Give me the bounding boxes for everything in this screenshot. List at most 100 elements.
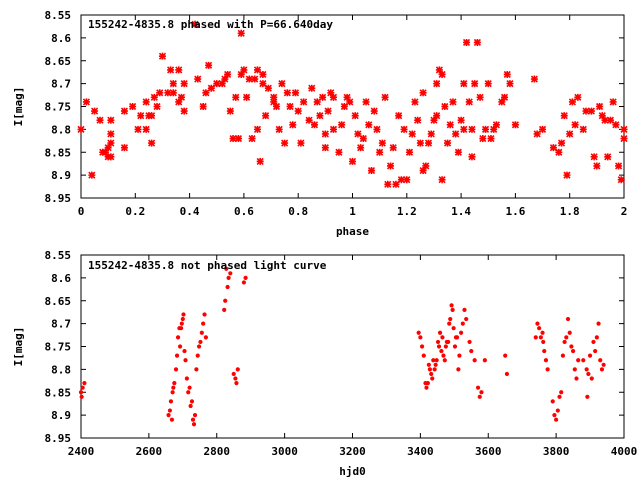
plot-frame [80, 14, 625, 199]
data-point [498, 98, 506, 106]
data-point [174, 353, 180, 358]
data-point [359, 134, 367, 143]
data-point [459, 330, 464, 335]
data-point [456, 367, 461, 372]
data-point [389, 144, 397, 152]
data-point [424, 139, 433, 147]
data-point [471, 80, 479, 88]
data-point [171, 385, 176, 390]
data-point [170, 390, 175, 395]
data-point [460, 80, 468, 88]
data-point [533, 335, 538, 340]
data-point [77, 125, 85, 133]
data-point [294, 107, 302, 115]
data-point [129, 102, 137, 111]
data-point [286, 102, 294, 111]
data-point [472, 358, 477, 363]
data-point [202, 89, 210, 97]
data-point [107, 139, 115, 147]
data-point [229, 134, 237, 143]
data-point [506, 80, 514, 88]
data-point [365, 121, 373, 129]
data-point [199, 102, 207, 111]
data-point [462, 307, 467, 313]
data-point [568, 98, 576, 106]
data-point [245, 75, 253, 83]
data-point [376, 148, 384, 156]
data-point [601, 116, 609, 124]
data-point [177, 93, 186, 101]
data-point [189, 399, 195, 404]
data-point [357, 144, 365, 152]
data-point [460, 125, 468, 133]
data-point [205, 61, 213, 69]
data-point [234, 134, 243, 143]
data-point [373, 125, 381, 133]
data-point [253, 125, 262, 133]
data-point [598, 112, 606, 120]
data-point [228, 271, 233, 276]
data-point [405, 148, 414, 156]
data-point [308, 84, 316, 92]
y-tick-label: 8.95 [45, 192, 72, 205]
data-point [156, 89, 164, 97]
data-point [201, 321, 206, 326]
data-point [169, 417, 175, 422]
data-point [419, 344, 425, 349]
data-point [221, 75, 229, 83]
data-point [477, 394, 482, 399]
data-point [300, 98, 308, 106]
data-point [555, 408, 560, 413]
data-point [226, 275, 231, 280]
data-point [433, 80, 441, 88]
x-tick-label: 4000 [611, 445, 638, 458]
data-point [134, 125, 142, 133]
data-point [452, 344, 458, 349]
data-point [251, 75, 259, 83]
data-point [537, 326, 542, 331]
data-point [436, 344, 442, 349]
data-point [469, 348, 474, 354]
data-point [351, 112, 359, 120]
data-point [281, 139, 289, 147]
data-point [190, 417, 196, 422]
chart-title: 155242-4835.8 not phased light curve [88, 259, 327, 272]
data-point [169, 89, 177, 97]
data-point [175, 66, 183, 74]
data-point [490, 125, 498, 133]
data-point [454, 148, 462, 156]
data-point [574, 93, 582, 101]
data-point [169, 80, 177, 88]
data-point [457, 353, 462, 358]
data-point [481, 125, 490, 133]
data-point [243, 93, 251, 101]
data-point [203, 335, 208, 340]
x-tick-label: 3600 [475, 445, 502, 458]
data-point [584, 367, 589, 372]
x-axis-label: hjd0 [339, 465, 366, 478]
data-point [256, 157, 264, 165]
data-point [262, 112, 270, 120]
data-point [440, 335, 445, 340]
data-point [416, 330, 421, 335]
data-point [329, 93, 338, 101]
data-point [620, 125, 628, 133]
data-point [599, 367, 605, 372]
x-tick-label: 0.2 [125, 205, 145, 218]
data-point [82, 98, 90, 106]
data-point [422, 162, 430, 170]
data-point [500, 93, 509, 101]
x-tick-label: 1.4 [451, 205, 471, 218]
x-axis-label: phase [336, 225, 369, 238]
data-point [324, 107, 332, 115]
data-point [259, 70, 267, 79]
data-point [232, 93, 240, 101]
data-point [91, 107, 99, 115]
data-point [184, 376, 189, 381]
data-point [78, 390, 84, 395]
data-point [335, 148, 343, 156]
data-point [557, 394, 562, 399]
data-point [195, 353, 200, 358]
data-point [346, 98, 354, 106]
data-point [386, 162, 395, 170]
